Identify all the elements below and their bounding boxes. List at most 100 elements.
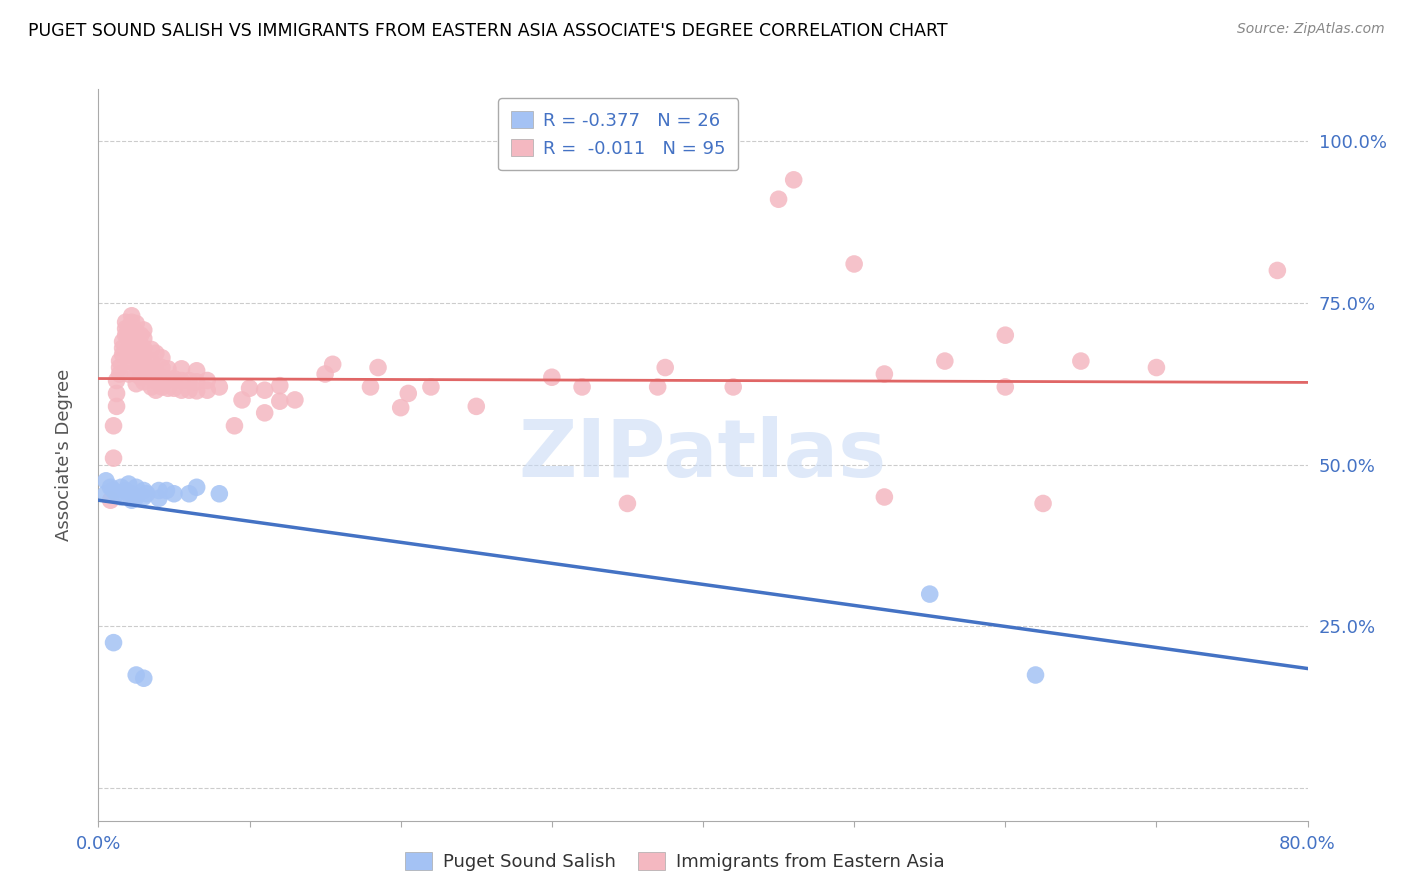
Point xyxy=(224,418,246,433)
Point xyxy=(163,381,186,395)
Point xyxy=(918,587,941,601)
Point xyxy=(145,346,167,360)
Point xyxy=(118,367,141,381)
Point xyxy=(100,493,122,508)
Point xyxy=(155,483,177,498)
Point xyxy=(132,671,155,685)
Point xyxy=(114,321,136,335)
Point xyxy=(145,383,167,397)
Point xyxy=(94,474,117,488)
Point xyxy=(121,487,143,501)
Point xyxy=(105,487,128,501)
Point xyxy=(132,483,155,498)
Point xyxy=(129,328,152,343)
Point xyxy=(94,487,117,501)
Point xyxy=(141,370,163,384)
Point xyxy=(105,374,128,388)
Point xyxy=(1032,496,1054,510)
Point xyxy=(100,480,122,494)
Point xyxy=(118,331,141,345)
Point xyxy=(125,351,148,365)
Point xyxy=(103,418,125,433)
Legend: R = -0.377   N = 26, R =  -0.011   N = 95: R = -0.377 N = 26, R = -0.011 N = 95 xyxy=(498,98,738,170)
Point xyxy=(654,360,676,375)
Point xyxy=(768,192,790,206)
Text: PUGET SOUND SALISH VS IMMIGRANTS FROM EASTERN ASIA ASSOCIATE'S DEGREE CORRELATIO: PUGET SOUND SALISH VS IMMIGRANTS FROM EA… xyxy=(28,22,948,40)
Point xyxy=(994,380,1017,394)
Text: ZIPatlas: ZIPatlas xyxy=(519,416,887,494)
Point xyxy=(125,325,148,339)
Point xyxy=(844,257,866,271)
Point xyxy=(118,321,141,335)
Point xyxy=(156,372,179,386)
Point xyxy=(132,366,155,380)
Point xyxy=(125,480,148,494)
Point xyxy=(873,367,896,381)
Point xyxy=(314,367,336,381)
Point xyxy=(367,360,389,375)
Point xyxy=(1267,263,1289,277)
Point xyxy=(121,309,143,323)
Point xyxy=(396,386,419,401)
Point xyxy=(873,490,896,504)
Point xyxy=(322,357,344,371)
Point xyxy=(111,341,134,355)
Point xyxy=(132,375,155,389)
Point xyxy=(118,348,141,362)
Point xyxy=(111,348,134,362)
Point xyxy=(118,354,141,368)
Point xyxy=(103,635,125,649)
Point xyxy=(125,334,148,349)
Point xyxy=(110,480,132,494)
Point xyxy=(156,381,179,395)
Point xyxy=(141,380,163,394)
Point xyxy=(125,357,148,371)
Point xyxy=(994,328,1017,343)
Point xyxy=(186,480,208,494)
Point xyxy=(125,376,148,391)
Point xyxy=(208,380,231,394)
Point xyxy=(1070,354,1092,368)
Text: Source: ZipAtlas.com: Source: ZipAtlas.com xyxy=(1237,22,1385,37)
Point xyxy=(125,317,148,331)
Point xyxy=(129,354,152,368)
Point xyxy=(129,346,152,360)
Point xyxy=(163,371,186,385)
Point xyxy=(150,351,173,365)
Point xyxy=(647,380,669,394)
Point xyxy=(108,354,131,368)
Point xyxy=(110,490,132,504)
Point xyxy=(132,349,155,363)
Point xyxy=(934,354,956,368)
Point xyxy=(571,380,593,394)
Point xyxy=(253,383,276,397)
Point xyxy=(269,378,291,392)
Point xyxy=(141,354,163,368)
Point xyxy=(208,487,231,501)
Point xyxy=(121,315,143,329)
Point xyxy=(150,360,173,375)
Point xyxy=(186,375,208,389)
Point xyxy=(103,483,125,498)
Point xyxy=(141,361,163,376)
Point xyxy=(150,380,173,394)
Point xyxy=(723,380,745,394)
Point xyxy=(114,483,136,498)
Point xyxy=(179,374,201,388)
Point xyxy=(129,361,152,376)
Point xyxy=(121,493,143,508)
Point xyxy=(186,384,208,398)
Point xyxy=(108,360,131,375)
Point xyxy=(148,491,170,506)
Point xyxy=(141,343,163,357)
Point xyxy=(132,341,155,355)
Point xyxy=(170,374,193,388)
Point xyxy=(616,496,638,510)
Point xyxy=(129,370,152,384)
Point xyxy=(125,668,148,682)
Point xyxy=(105,386,128,401)
Point xyxy=(105,400,128,414)
Point xyxy=(253,406,276,420)
Point xyxy=(186,364,208,378)
Point xyxy=(125,490,148,504)
